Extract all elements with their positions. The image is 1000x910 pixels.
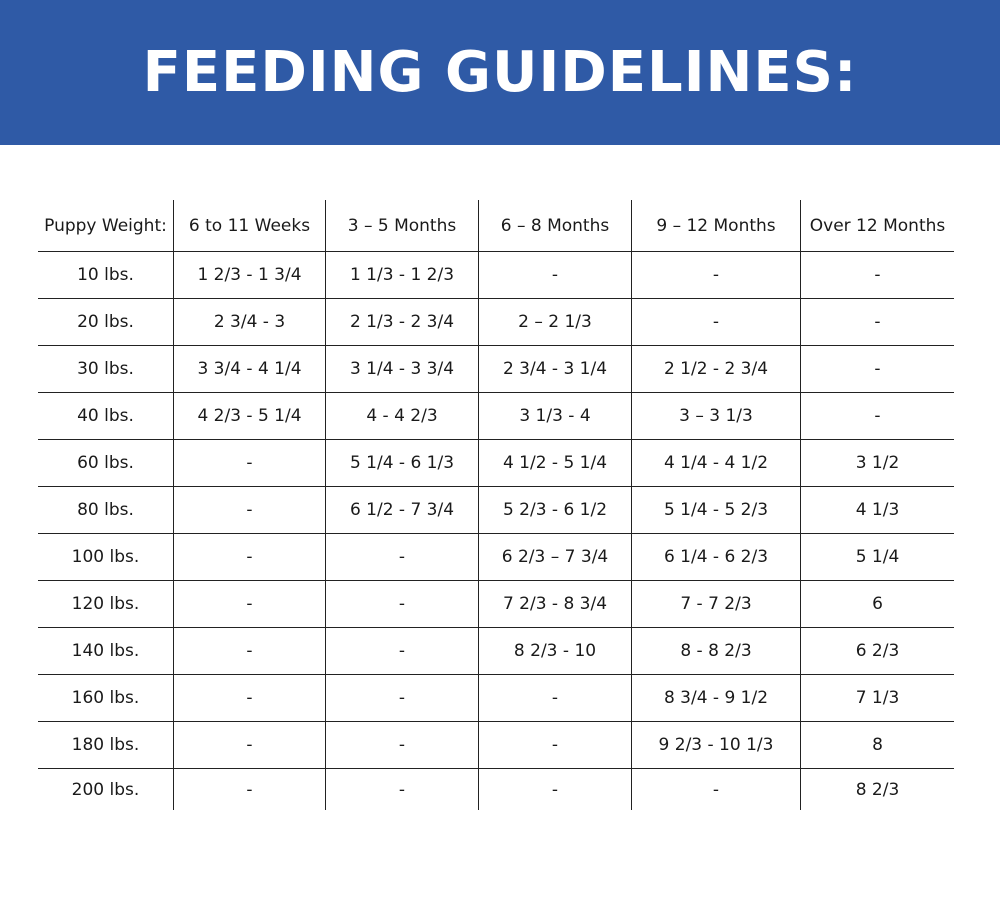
column-header: 3 – 5 Months xyxy=(325,200,479,252)
page-title: FEEDING GUIDELINES: xyxy=(142,40,858,105)
amount-cell: - xyxy=(800,392,954,440)
weight-cell: 180 lbs. xyxy=(38,721,174,769)
weight-cell: 40 lbs. xyxy=(38,392,174,440)
amount-cell: 4 1/2 - 5 1/4 xyxy=(478,439,632,487)
column-header-weight: Puppy Weight: xyxy=(38,200,174,252)
column-header: 6 to 11 Weeks xyxy=(173,200,326,252)
table-row: 100 lbs. - -6 2/3 – 7 3/4 6 1/4 - 6 2/3 5 1/… xyxy=(38,533,954,581)
amount-cell: - xyxy=(173,721,326,769)
header-row: Puppy Weight: 6 to 11 Weeks 3 – 5 Months 6 … xyxy=(38,200,954,252)
amount-cell: 7 2/3 - 8 3/4 xyxy=(478,580,632,628)
amount-cell: 4 2/3 - 5 1/4 xyxy=(173,392,326,440)
amount-cell: - xyxy=(173,768,326,810)
amount-cell: - xyxy=(800,251,954,299)
weight-cell: 200 lbs. xyxy=(71,779,140,800)
amount-cell: 3 3/4 - 4 1/4 xyxy=(173,345,326,393)
amount-cell: - xyxy=(173,486,326,534)
amount-cell: - xyxy=(800,345,954,393)
amount-cell: 2 1/3 - 2 3/4 xyxy=(325,298,479,346)
amount-cell: - xyxy=(631,768,801,810)
amount-cell: - xyxy=(173,674,326,722)
amount-cell: 1 2/3 - 1 3/4 xyxy=(173,251,326,299)
amount-cell: - xyxy=(325,768,479,810)
amount-cell: - xyxy=(325,674,479,722)
amount-cell: 3 1/3 - 4 xyxy=(478,392,632,440)
amount-cell: - xyxy=(325,627,479,675)
title-banner: FEEDING GUIDELINES: xyxy=(0,0,1000,145)
amount-cell: 5 2/3 - 6 1/2 xyxy=(478,486,632,534)
amount-cell: 4 1/3 xyxy=(800,486,954,534)
weight-cell: 140 lbs. xyxy=(38,627,174,675)
amount-cell: - xyxy=(325,580,479,628)
amount-cell: - xyxy=(173,439,326,487)
amount-cell: - xyxy=(173,627,326,675)
amount-cell: 5 1/4 xyxy=(800,533,954,581)
table-row: 60 lbs. -5 1/4 - 6 1/3 4 1/2 - 5 1/4 4 1/4 … xyxy=(38,439,954,487)
column-header: 9 – 12 Months xyxy=(631,200,801,252)
amount-cell: 6 xyxy=(800,580,954,628)
weight-cell: 120 lbs. xyxy=(38,580,174,628)
amount-cell: - xyxy=(800,298,954,346)
amount-cell: 3 1/2 xyxy=(800,439,954,487)
amount-cell: - xyxy=(325,533,479,581)
amount-cell: - xyxy=(478,768,632,810)
table-row: 80 lbs. -6 1/2 - 7 3/4 5 2/3 - 6 1/2 5 1/4 … xyxy=(38,486,954,534)
amount-cell: 8 2/3 - 10 xyxy=(478,627,632,675)
amount-cell: 2 3/4 - 3 xyxy=(173,298,326,346)
amount-cell: - xyxy=(325,721,479,769)
table-row: 120 lbs. - -7 2/3 - 8 3/4 7 - 7 2/3 6 xyxy=(38,580,954,628)
amount-cell: 6 1/2 - 7 3/4 xyxy=(325,486,479,534)
weight-cell: 100 lbs. xyxy=(38,533,174,581)
amount-cell: 2 1/2 - 2 3/4 xyxy=(631,345,801,393)
amount-cell: - xyxy=(478,674,632,722)
amount-cell: 2 3/4 - 3 1/4 xyxy=(478,345,632,393)
amount-cell: 8 - 8 2/3 xyxy=(631,627,801,675)
amount-cell: 8 3/4 - 9 1/2 xyxy=(631,674,801,722)
amount-cell: 3 1/4 - 3 3/4 xyxy=(325,345,479,393)
amount-cell: 4 - 4 2/3 xyxy=(325,392,479,440)
amount-cell: 6 2/3 – 7 3/4 xyxy=(478,533,632,581)
amount-cell: - xyxy=(631,251,801,299)
table-row: 180 lbs. - - -9 2/3 - 10 1/3 8 xyxy=(38,721,954,769)
table-row: 200 lbs. - - - -8 2/3 xyxy=(38,768,954,810)
amount-cell: 8 xyxy=(800,721,954,769)
amount-cell: 7 - 7 2/3 xyxy=(631,580,801,628)
feeding-table: Puppy Weight: 6 to 11 Weeks 3 – 5 Months 6 … xyxy=(38,200,954,810)
amount-cell: - xyxy=(173,533,326,581)
amount-cell: 5 1/4 - 6 1/3 xyxy=(325,439,479,487)
amount-cell: - xyxy=(631,298,801,346)
amount-cell: 8 2/3 xyxy=(800,768,954,810)
table-row: 160 lbs. - - -8 3/4 - 9 1/2 7 1/3 xyxy=(38,674,954,722)
amount-cell: 1 1/3 - 1 2/3 xyxy=(325,251,479,299)
amount-cell: 5 1/4 - 5 2/3 xyxy=(631,486,801,534)
amount-cell: 6 1/4 - 6 2/3 xyxy=(631,533,801,581)
amount-cell: - xyxy=(173,580,326,628)
weight-cell: 160 lbs. xyxy=(38,674,174,722)
table-row: 140 lbs. - -8 2/3 - 10 8 - 8 2/3 6 2/3 xyxy=(38,627,954,675)
column-header: 6 – 8 Months xyxy=(478,200,632,252)
amount-cell: 4 1/4 - 4 1/2 xyxy=(631,439,801,487)
weight-cell: 60 lbs. xyxy=(38,439,174,487)
amount-cell: - xyxy=(478,721,632,769)
amount-cell: 6 2/3 xyxy=(800,627,954,675)
weight-cell: 30 lbs. xyxy=(38,345,174,393)
weight-cell: 80 lbs. xyxy=(38,486,174,534)
amount-cell: 9 2/3 - 10 1/3 xyxy=(631,721,801,769)
amount-cell: 7 1/3 xyxy=(800,674,954,722)
amount-cell: 2 – 2 1/3 xyxy=(478,298,632,346)
weight-cell: 20 lbs. xyxy=(38,298,174,346)
weight-cell: 10 lbs. xyxy=(38,251,174,299)
amount-cell: - xyxy=(478,251,632,299)
amount-cell: 3 – 3 1/3 xyxy=(631,392,801,440)
column-header: Over 12 Months xyxy=(800,200,954,252)
table-row: 30 lbs. 3 3/4 - 4 1/4 3 1/4 - 3 3/4 2 3/4 -… xyxy=(38,345,954,393)
table-row: 10 lbs. 1 2/3 - 1 3/4 1 1/3 - 1 2/3- - - xyxy=(38,251,954,299)
